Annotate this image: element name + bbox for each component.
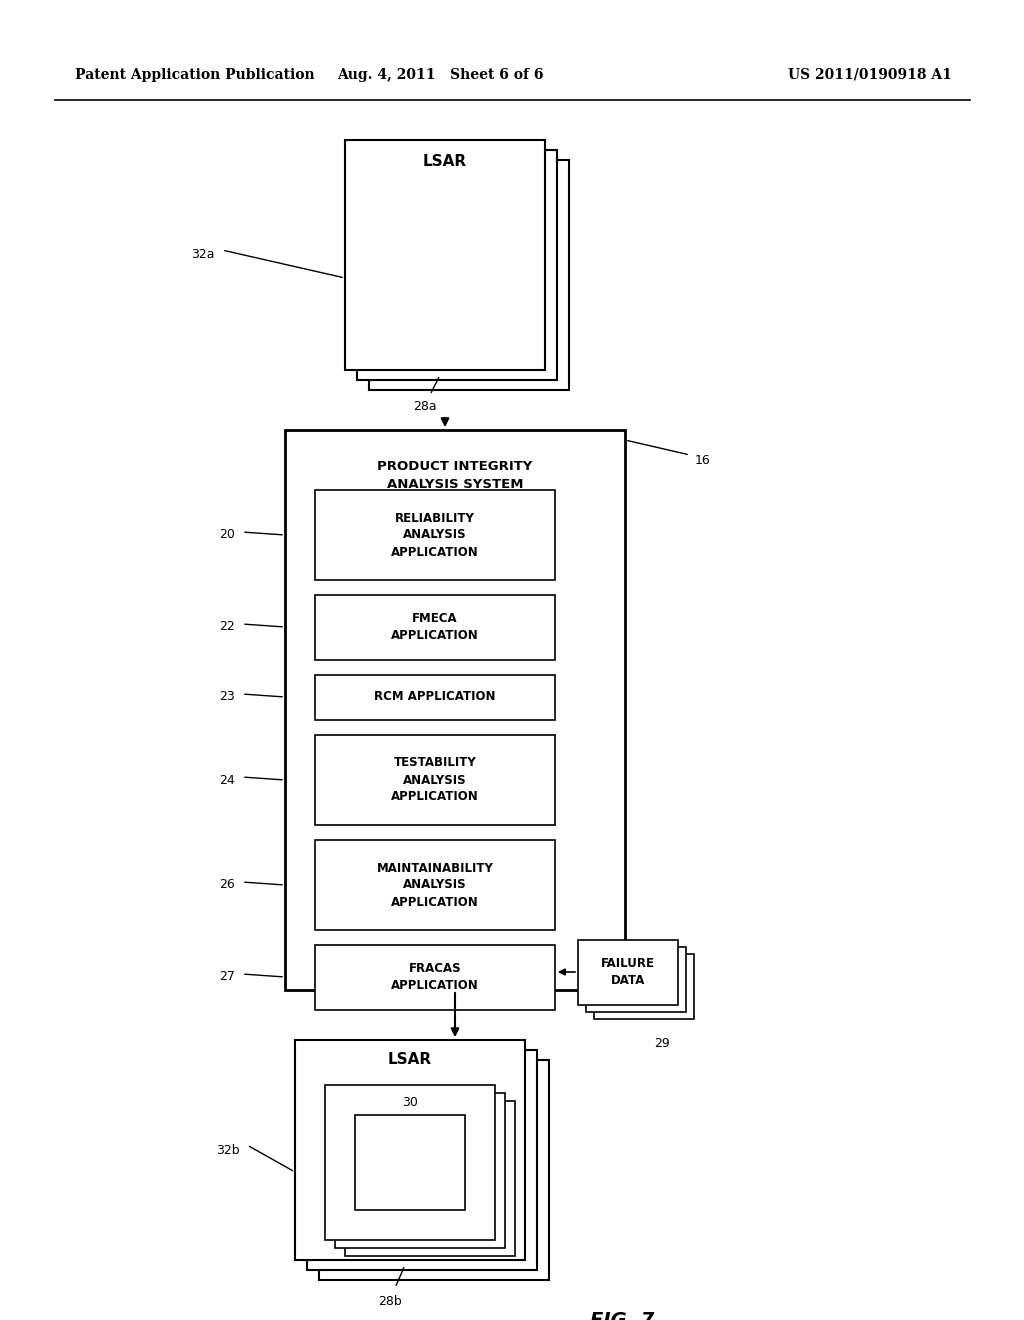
Text: 30: 30 bbox=[402, 1097, 418, 1110]
Text: FIG. 7: FIG. 7 bbox=[590, 1311, 654, 1320]
Text: 29: 29 bbox=[654, 1038, 670, 1049]
Text: US 2011/0190918 A1: US 2011/0190918 A1 bbox=[788, 69, 952, 82]
Bar bbox=[315, 675, 555, 719]
Bar bbox=[369, 160, 569, 389]
Text: MAINTAINABILITY
ANALYSIS
APPLICATION: MAINTAINABILITY ANALYSIS APPLICATION bbox=[377, 862, 494, 908]
Text: FMECA
APPLICATION: FMECA APPLICATION bbox=[391, 612, 479, 642]
Text: RCM APPLICATION: RCM APPLICATION bbox=[374, 690, 496, 704]
Bar bbox=[319, 1060, 549, 1280]
Bar bbox=[315, 735, 555, 825]
Text: 32b: 32b bbox=[216, 1143, 240, 1156]
Text: RELIABILITY
ANALYSIS
APPLICATION: RELIABILITY ANALYSIS APPLICATION bbox=[391, 511, 479, 558]
Text: 24: 24 bbox=[219, 774, 234, 787]
Bar bbox=[355, 1115, 465, 1210]
Bar bbox=[594, 954, 694, 1019]
Text: 16: 16 bbox=[695, 454, 711, 466]
Text: FAILURE
DATA: FAILURE DATA bbox=[601, 957, 655, 987]
Bar bbox=[315, 490, 555, 579]
Text: Patent Application Publication: Patent Application Publication bbox=[75, 69, 314, 82]
Bar bbox=[357, 150, 557, 380]
Bar bbox=[586, 946, 686, 1012]
Text: 27: 27 bbox=[219, 970, 234, 983]
Text: 22: 22 bbox=[219, 620, 234, 634]
Bar bbox=[325, 1085, 495, 1239]
Bar bbox=[307, 1049, 537, 1270]
Bar bbox=[335, 1093, 505, 1247]
Text: 23: 23 bbox=[219, 690, 234, 704]
Bar bbox=[345, 1101, 515, 1257]
Bar bbox=[315, 595, 555, 660]
Text: LSAR: LSAR bbox=[423, 154, 467, 169]
Bar bbox=[315, 840, 555, 931]
Bar bbox=[345, 140, 545, 370]
Text: 26: 26 bbox=[219, 879, 234, 891]
Bar bbox=[285, 430, 625, 990]
Text: TESTABILITY
ANALYSIS
APPLICATION: TESTABILITY ANALYSIS APPLICATION bbox=[391, 756, 479, 804]
Bar bbox=[315, 945, 555, 1010]
Text: LSAR: LSAR bbox=[388, 1052, 432, 1068]
Text: Aug. 4, 2011   Sheet 6 of 6: Aug. 4, 2011 Sheet 6 of 6 bbox=[337, 69, 544, 82]
Text: 28a: 28a bbox=[414, 400, 437, 413]
Text: PRODUCT INTEGRITY
ANALYSIS SYSTEM: PRODUCT INTEGRITY ANALYSIS SYSTEM bbox=[377, 459, 532, 491]
Bar bbox=[295, 1040, 525, 1261]
Text: 28b: 28b bbox=[378, 1295, 401, 1308]
Text: FRACAS
APPLICATION: FRACAS APPLICATION bbox=[391, 962, 479, 993]
Bar bbox=[578, 940, 678, 1005]
Text: 32a: 32a bbox=[191, 248, 215, 261]
Text: 20: 20 bbox=[219, 528, 234, 541]
